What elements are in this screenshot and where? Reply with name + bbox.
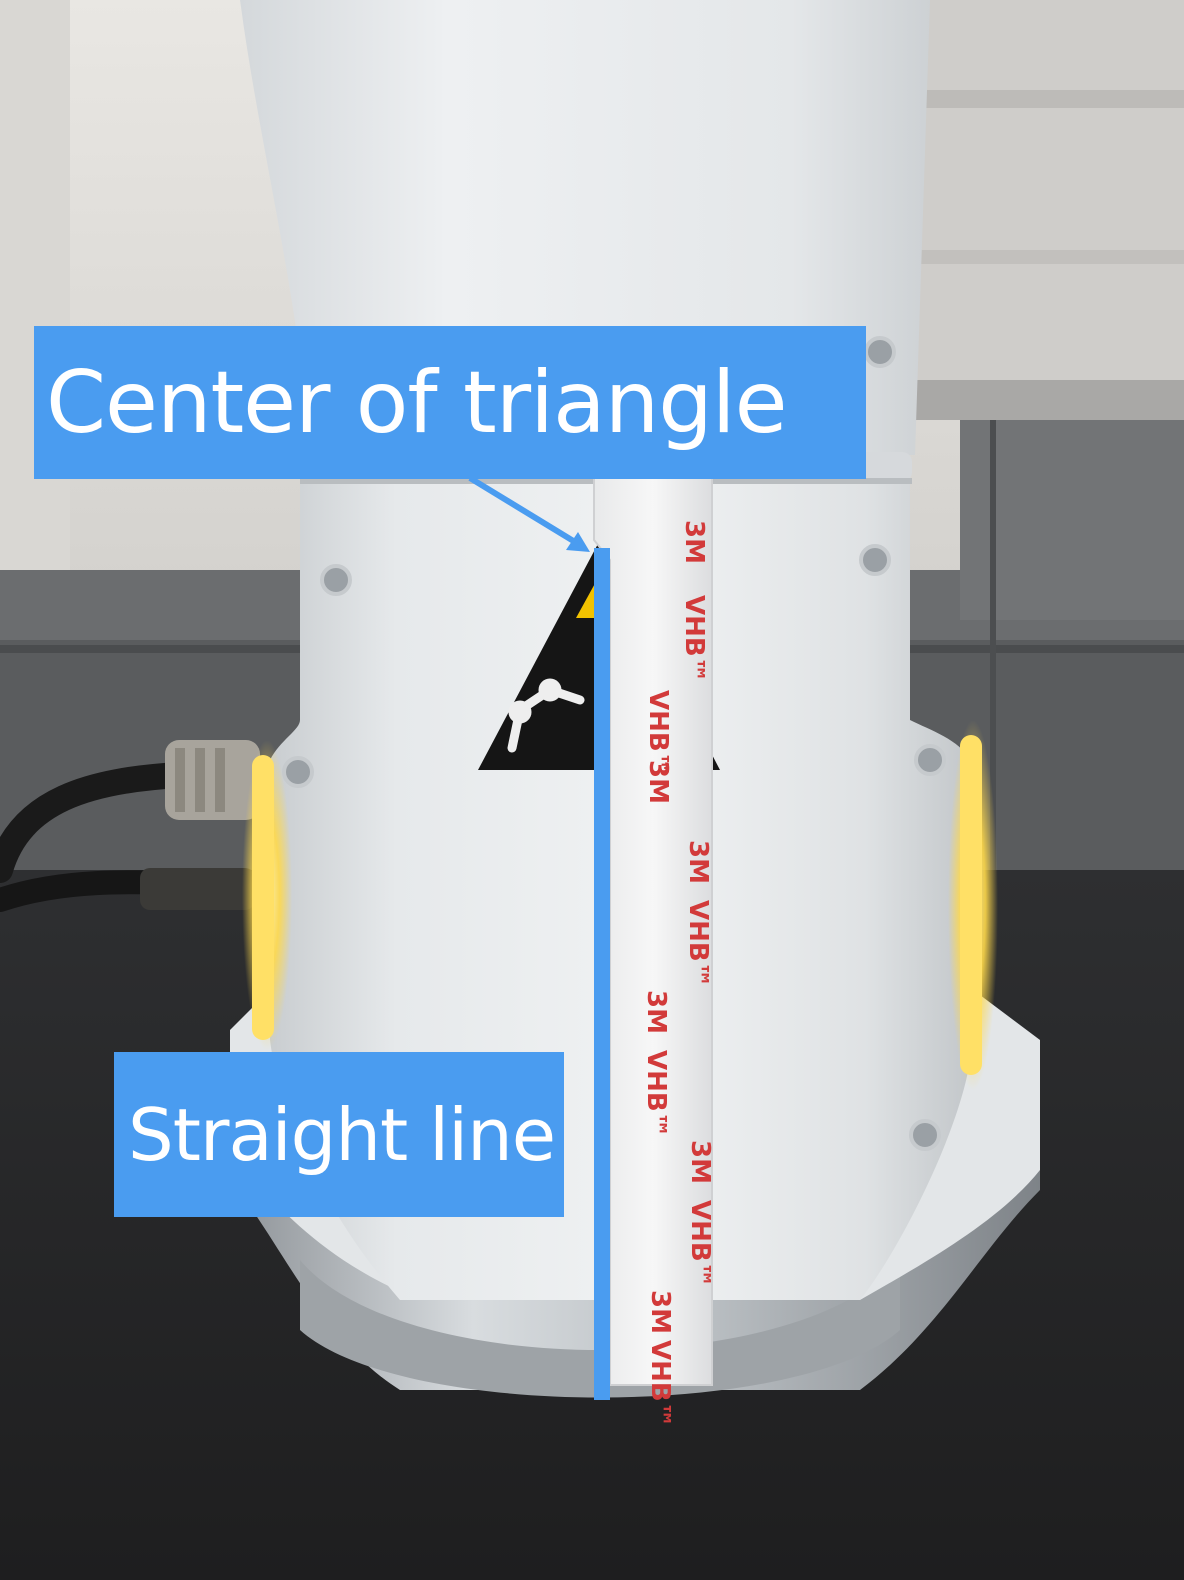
svg-text:VHB™: VHB™ xyxy=(685,1200,715,1288)
center-of-triangle-label: Center of triangle xyxy=(34,326,866,479)
svg-text:3M: 3M xyxy=(685,1140,715,1184)
svg-text:3M: 3M xyxy=(643,760,673,804)
straight-line-label: Straight line xyxy=(114,1052,564,1217)
led-strip-right xyxy=(960,735,982,1075)
straight-line-text: Straight line xyxy=(128,1092,556,1177)
svg-text:VHB™: VHB™ xyxy=(645,1340,675,1428)
svg-text:3M: 3M xyxy=(683,840,713,884)
svg-text:3M: 3M xyxy=(679,520,709,564)
tape-print: 3M VHB™ VHB™ 3M 3M VHB™ 3M VHB™ 3M VHB™ … xyxy=(641,520,715,1428)
svg-text:3M: 3M xyxy=(641,990,671,1034)
pointer-arrow xyxy=(468,475,582,548)
svg-text:3M: 3M xyxy=(645,1290,675,1334)
straight-line-marker xyxy=(594,548,610,1400)
svg-text:VHB™: VHB™ xyxy=(683,900,713,988)
center-of-triangle-text: Center of triangle xyxy=(46,352,788,453)
background-panel xyxy=(910,0,1184,380)
connector-top xyxy=(165,740,260,820)
led-strip-left xyxy=(252,755,274,1040)
cable xyxy=(0,762,243,883)
svg-text:VHB™: VHB™ xyxy=(679,595,709,683)
svg-text:VHB™: VHB™ xyxy=(641,1050,671,1138)
svg-text:VHB™: VHB™ xyxy=(643,690,673,778)
connector-bottom xyxy=(140,868,255,910)
robot-arm-pictogram xyxy=(507,678,585,753)
